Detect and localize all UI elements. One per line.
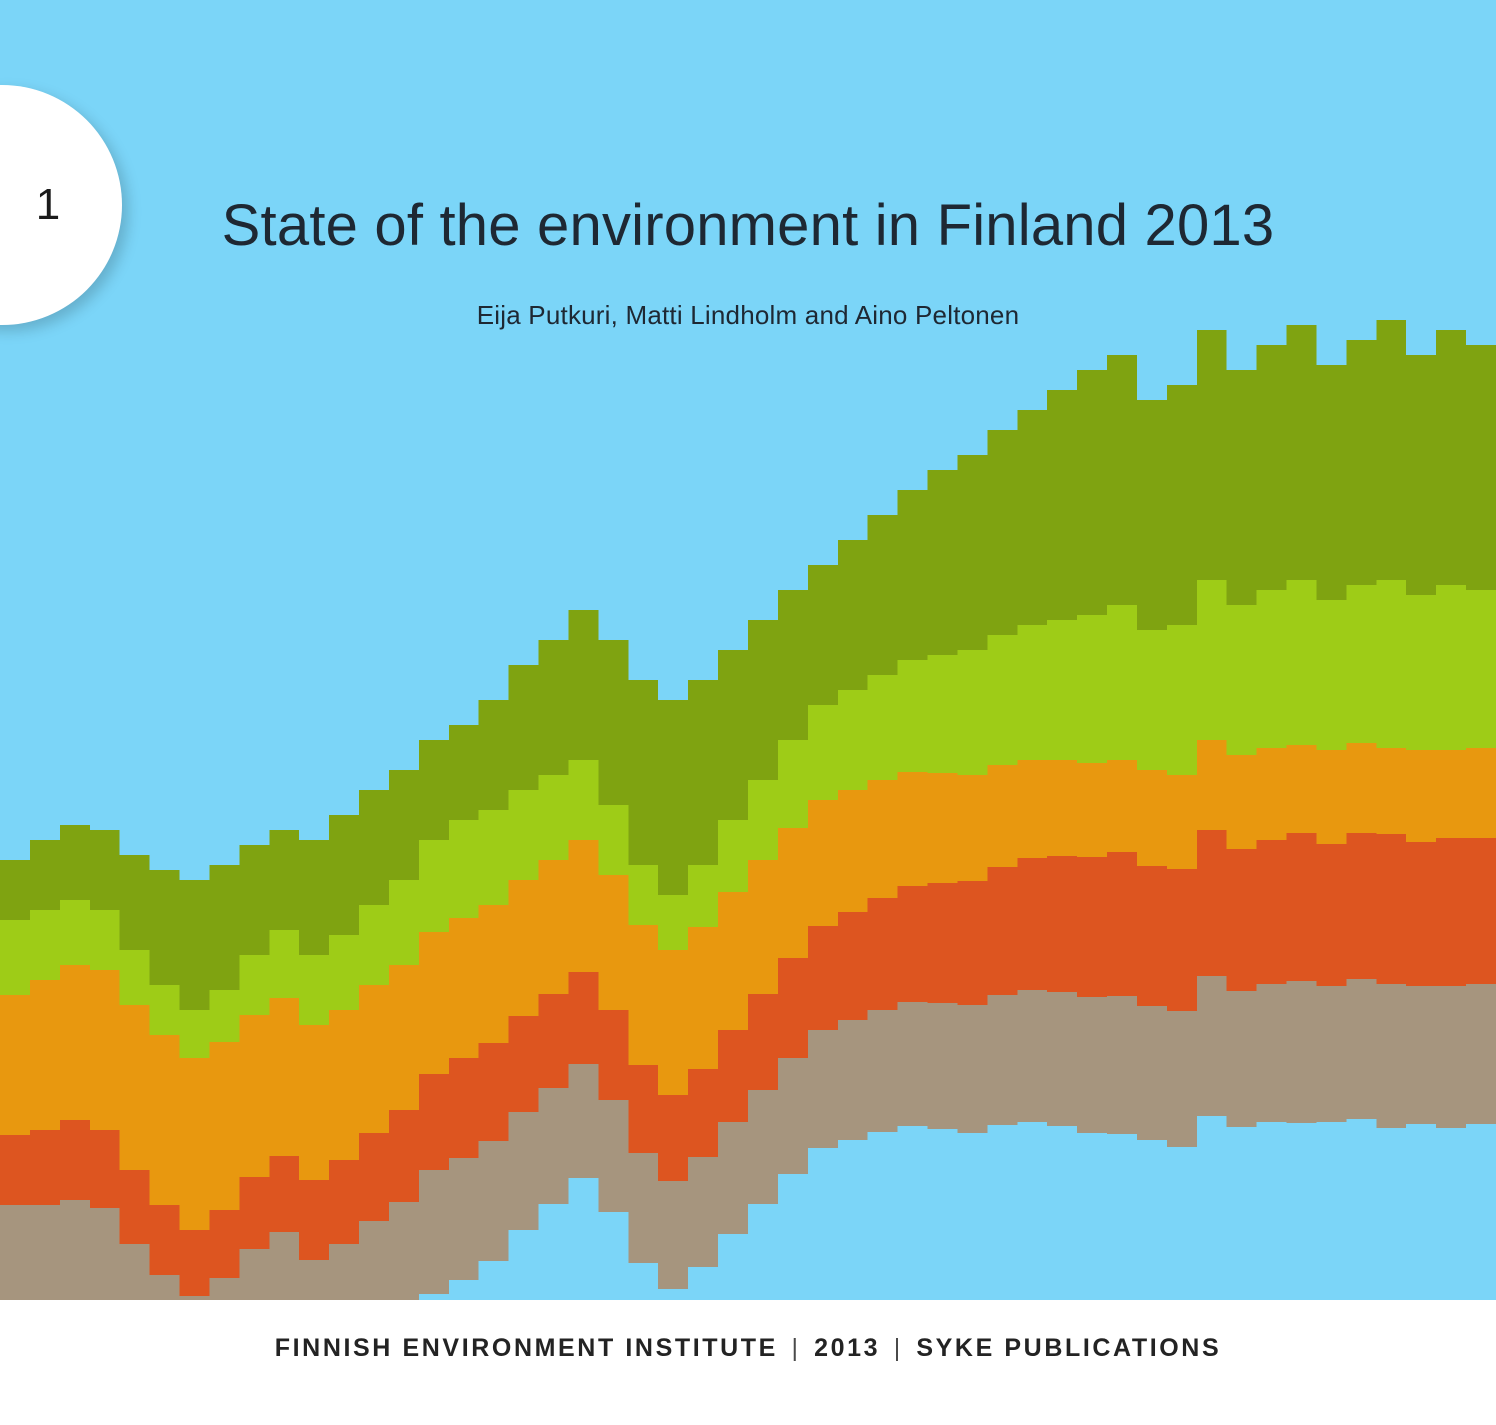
footer-imprint: FINNISH ENVIRONMENT INSTITUTE | 2013 | S…: [0, 1334, 1496, 1363]
footer-separator-2: |: [893, 1334, 903, 1362]
chapter-badge-number: 1: [35, 180, 61, 229]
footer-separator-1: |: [791, 1334, 801, 1362]
chart-band-red-orange: [0, 830, 1496, 1296]
stacked-step-area-chart: [0, 320, 1496, 1310]
chart-band-amber: [0, 740, 1496, 1230]
chart-band-taupe: [0, 976, 1496, 1310]
footer-publisher: FINNISH ENVIRONMENT INSTITUTE: [274, 1334, 778, 1362]
chart-band-dark-green: [0, 320, 1496, 1010]
page-white-base: [0, 1300, 1496, 1425]
footer-year: 2013: [814, 1334, 881, 1362]
authors-line: Eija Putkuri, Matti Lindholm and Aino Pe…: [476, 300, 1020, 330]
page-title: State of the environment in Finland 2013: [221, 193, 1275, 258]
chart-band-light-green: [0, 580, 1496, 1058]
footer-series: SYKE PUBLICATIONS: [916, 1334, 1222, 1362]
